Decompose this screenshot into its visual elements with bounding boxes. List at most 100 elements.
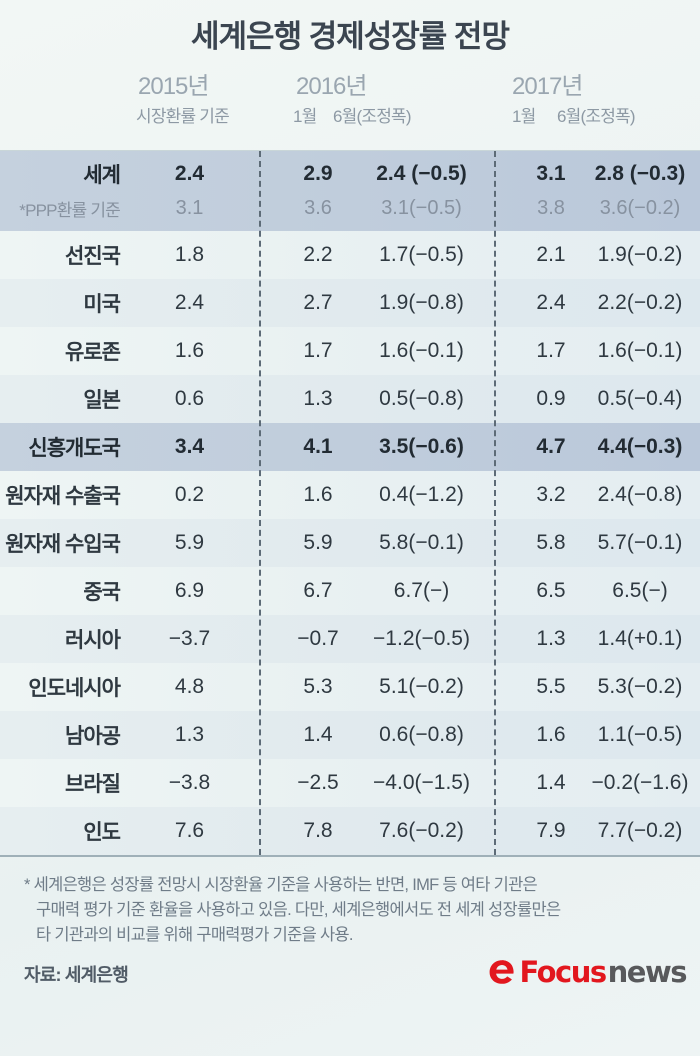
table-subrow: 세계 2.4 2.9 2.4 (−0.5) 3.1 2.8 (−0.3) [0,157,700,191]
cell-2015: 7.6 [174,819,205,843]
cell-2016-jun: 3.1(−0.5) [381,196,462,219]
cell-2015: −3.7 [168,627,211,651]
table-row: 브라질 −3.8 −2.5 −4.0(−1.5) 1.4 −0.2(−1.6) [0,759,700,808]
cell-2017-jun: 0.5(−0.4) [597,387,683,411]
cell-2017-jun: 4.4(−0.3) [597,435,683,459]
cell-2017-jun: 5.7(−0.1) [597,531,683,555]
column-header-year-2017: 2017년 [512,73,583,101]
cell-2016-jan: 1.6 [303,483,333,507]
cell-2016-jan: 1.3 [303,387,333,411]
footnote-line-1: * 세계은행은 성장률 전망시 시장환율 기준을 사용하는 반면, IMF 등 … [24,876,538,895]
row-label: 일본 [83,389,121,413]
cell-2016-jun: 3.5(−0.6) [379,435,464,459]
table-subrow: 유로존 1.6 1.7 1.6(−0.1) 1.7 1.6(−0.1) [0,327,700,375]
table-row: 미국 2.4 2.7 1.9(−0.8) 2.4 2.2(−0.2) [0,279,700,328]
cell-2017-jun: 2.8 (−0.3) [594,162,686,186]
table-row: 중국 6.9 6.7 6.7(−) 6.5 6.5(−) [0,567,700,616]
column-header-year-2015: 2015년 [138,73,209,101]
row-label: 원자재 수입국 [5,533,121,557]
row-label: 인도 [83,821,121,845]
row-label: 중국 [83,581,121,605]
cell-2017-jan: 5.8 [536,531,566,555]
table-footer: * 세계은행은 성장률 전망시 시장환율 기준을 사용하는 반면, IMF 등 … [0,857,700,990]
cell-2016-jan: 2.7 [303,291,333,315]
cell-2015: 1.8 [174,243,205,267]
table-row: 인도네시아 4.8 5.3 5.1(−0.2) 5.5 5.3(−0.2) [0,663,700,712]
cell-2017-jan: 3.1 [536,162,566,186]
cell-2017-jun: 5.3(−0.2) [597,675,683,699]
cell-2017-jun: 1.6(−0.1) [597,339,683,363]
cell-2016-jun: 5.8(−0.1) [379,531,464,555]
cell-2016-jun: −4.0(−1.5) [373,771,470,795]
cell-2017-jan: 7.9 [536,819,566,843]
table-header: 2015년 2016년 2017년 시장환률 기준 1월 6월(조정폭) 1월 … [0,62,700,150]
footnote-line-2: 구매력 평가 기준 환율을 사용하고 있음. 다만, 세계은행에서도 전 세계 … [36,900,561,919]
table-subrow: 원자재 수입국 5.9 5.9 5.8(−0.1) 5.8 5.7(−0.1) [0,519,700,567]
cell-2017-jun: 1.9(−0.2) [597,243,683,267]
cell-2016-jun: −1.2(−0.5) [373,627,470,651]
logo-text-news: news [607,955,688,990]
row-label: 미국 [83,293,121,317]
table-row: 원자재 수출국 0.2 1.6 0.4(−1.2) 3.2 2.4(−0.8) [0,471,700,520]
cell-2016-jun: 1.6(−0.1) [379,339,464,363]
table-subrow: 브라질 −3.8 −2.5 −4.0(−1.5) 1.4 −0.2(−1.6) [0,759,700,807]
row-label: 인도네시아 [28,677,121,701]
cell-2017-jan: 2.1 [536,243,566,267]
cell-2017-jan: 6.5 [536,579,566,603]
cell-2016-jan: 1.7 [303,339,333,363]
table-subrow: 신흥개도국 3.4 4.1 3.5(−0.6) 4.7 4.4(−0.3) [0,423,700,471]
cell-2017-jun: 1.4(+0.1) [597,627,683,651]
table-subrow: 러시아 −3.7 −0.7 −1.2(−0.5) 1.3 1.4(+0.1) [0,615,700,663]
table-subrow: 인도네시아 4.8 5.3 5.1(−0.2) 5.5 5.3(−0.2) [0,663,700,711]
table-subrow-ppp: *PPP환률 기준 3.1 3.6 3.1(−0.5) 3.8 3.6(−0.2) [0,191,700,225]
page-title: 세계은행 경제성장률 전망 [191,19,510,54]
cell-2017-jun: 3.6(−0.2) [599,196,681,219]
cell-2015: 0.2 [174,483,205,507]
table-subrow: 일본 0.6 1.3 0.5(−0.8) 0.9 0.5(−0.4) [0,375,700,423]
cell-2016-jun: 0.4(−1.2) [379,483,464,507]
cell-2017-jan: 2.4 [536,291,566,315]
table-row: 러시아 −3.7 −0.7 −1.2(−0.5) 1.3 1.4(+0.1) [0,615,700,664]
cell-2017-jan: 1.3 [536,627,566,651]
table-row: 남아공 1.3 1.4 0.6(−0.8) 1.6 1.1(−0.5) [0,711,700,760]
cell-2015: 5.9 [174,531,205,555]
cell-2016-jan: 5.9 [303,531,333,555]
cell-2016-jun: 0.6(−0.8) [379,723,464,747]
table-row: 일본 0.6 1.3 0.5(−0.8) 0.9 0.5(−0.4) [0,375,700,424]
focusnews-logo[interactable]: Focus news [487,955,688,990]
table-row: 원자재 수입국 5.9 5.9 5.8(−0.1) 5.8 5.7(−0.1) [0,519,700,568]
cell-2015: 3.1 [175,196,204,219]
cell-2017-jan: 1.4 [536,771,566,795]
table-row: 선진국 1.8 2.2 1.7(−0.5) 2.1 1.9(−0.2) [0,231,700,280]
cell-2016-jun: 1.9(−0.8) [379,291,464,315]
cell-2016-jan: 4.1 [303,435,333,459]
table-row: 인도 7.6 7.8 7.6(−0.2) 7.9 7.7(−0.2) [0,807,700,856]
cell-2016-jan: −0.7 [297,627,339,651]
table-subrow: 미국 2.4 2.7 1.9(−0.8) 2.4 2.2(−0.2) [0,279,700,327]
cell-2017-jan: 5.5 [536,675,566,699]
column-header-jun-2016: 6월(조정폭) [333,107,412,127]
cell-2015: 0.6 [174,387,205,411]
table-subrow: 인도 7.6 7.8 7.6(−0.2) 7.9 7.7(−0.2) [0,807,700,855]
cell-2016-jun: 0.5(−0.8) [379,387,464,411]
cell-2016-jan: −2.5 [297,771,339,795]
cell-2015: 2.4 [174,162,205,186]
row-label: *PPP환률 기준 [19,200,121,220]
table-row: 신흥개도국 3.4 4.1 3.5(−0.6) 4.7 4.4(−0.3) [0,423,700,472]
source-label: 자료: 세계은행 [24,965,129,986]
footnote-line-3: 타 기관과의 비교를 위해 구매력평가 기준을 사용. [36,925,353,944]
table-subrow: 중국 6.9 6.7 6.7(−) 6.5 6.5(−) [0,567,700,615]
table-subrow: 선진국 1.8 2.2 1.7(−0.5) 2.1 1.9(−0.2) [0,231,700,279]
cell-2017-jun: −0.2(−1.6) [591,771,689,795]
cell-2016-jan: 5.3 [303,675,333,699]
row-label: 남아공 [65,725,121,749]
row-label: 세계 [83,164,121,188]
table-row: 세계 2.4 2.9 2.4 (−0.5) 3.1 2.8 (−0.3) *PPP환률 기준… [0,151,700,232]
cell-2016-jan: 3.6 [304,196,332,219]
row-label: 러시아 [65,629,121,653]
cell-2017-jan: 0.9 [536,387,566,411]
cell-2016-jan: 6.7 [303,579,333,603]
cell-2017-jun: 2.2(−0.2) [597,291,683,315]
cell-2017-jan: 4.7 [536,435,566,459]
cell-2016-jun: 1.7(−0.5) [379,243,464,267]
